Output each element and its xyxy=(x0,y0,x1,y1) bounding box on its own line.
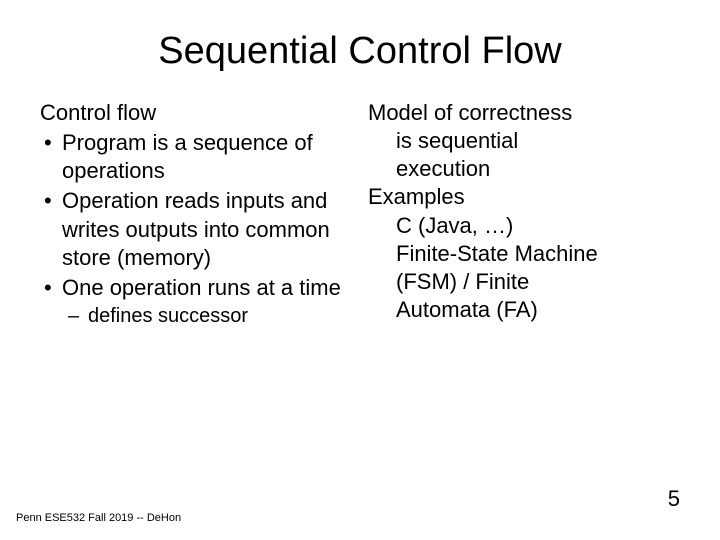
left-heading: Control flow xyxy=(40,99,352,127)
left-sub-item: defines successor xyxy=(68,304,352,330)
right-line-indent: Automata (FA) xyxy=(368,296,680,324)
right-line-indent: execution xyxy=(368,155,680,183)
left-column: Control flow Program is a sequence of op… xyxy=(40,99,356,330)
right-line-indent: Finite-State Machine xyxy=(368,240,680,268)
right-line: Model of correctness xyxy=(368,99,680,127)
slide: Sequential Control Flow Control flow Pro… xyxy=(0,0,720,540)
right-column: Model of correctness is sequential execu… xyxy=(364,99,680,330)
right-line: Examples xyxy=(368,183,680,211)
body-columns: Control flow Program is a sequence of op… xyxy=(40,99,680,330)
page-number: 5 xyxy=(668,486,680,512)
right-line-indent: is sequential xyxy=(368,127,680,155)
right-line-indent: (FSM) / Finite xyxy=(368,268,680,296)
left-bullet-item: Operation reads inputs and writes output… xyxy=(40,187,352,271)
left-bullet-item: One operation runs at a time xyxy=(40,274,352,302)
slide-title: Sequential Control Flow xyxy=(40,30,680,73)
left-sub-list: defines successor xyxy=(40,304,352,330)
left-bullet-item: Program is a sequence of operations xyxy=(40,129,352,185)
footer-text: Penn ESE532 Fall 2019 -- DeHon xyxy=(16,512,181,524)
right-line-indent: C (Java, …) xyxy=(368,212,680,240)
left-bullet-list: Program is a sequence of operations Oper… xyxy=(40,129,352,302)
